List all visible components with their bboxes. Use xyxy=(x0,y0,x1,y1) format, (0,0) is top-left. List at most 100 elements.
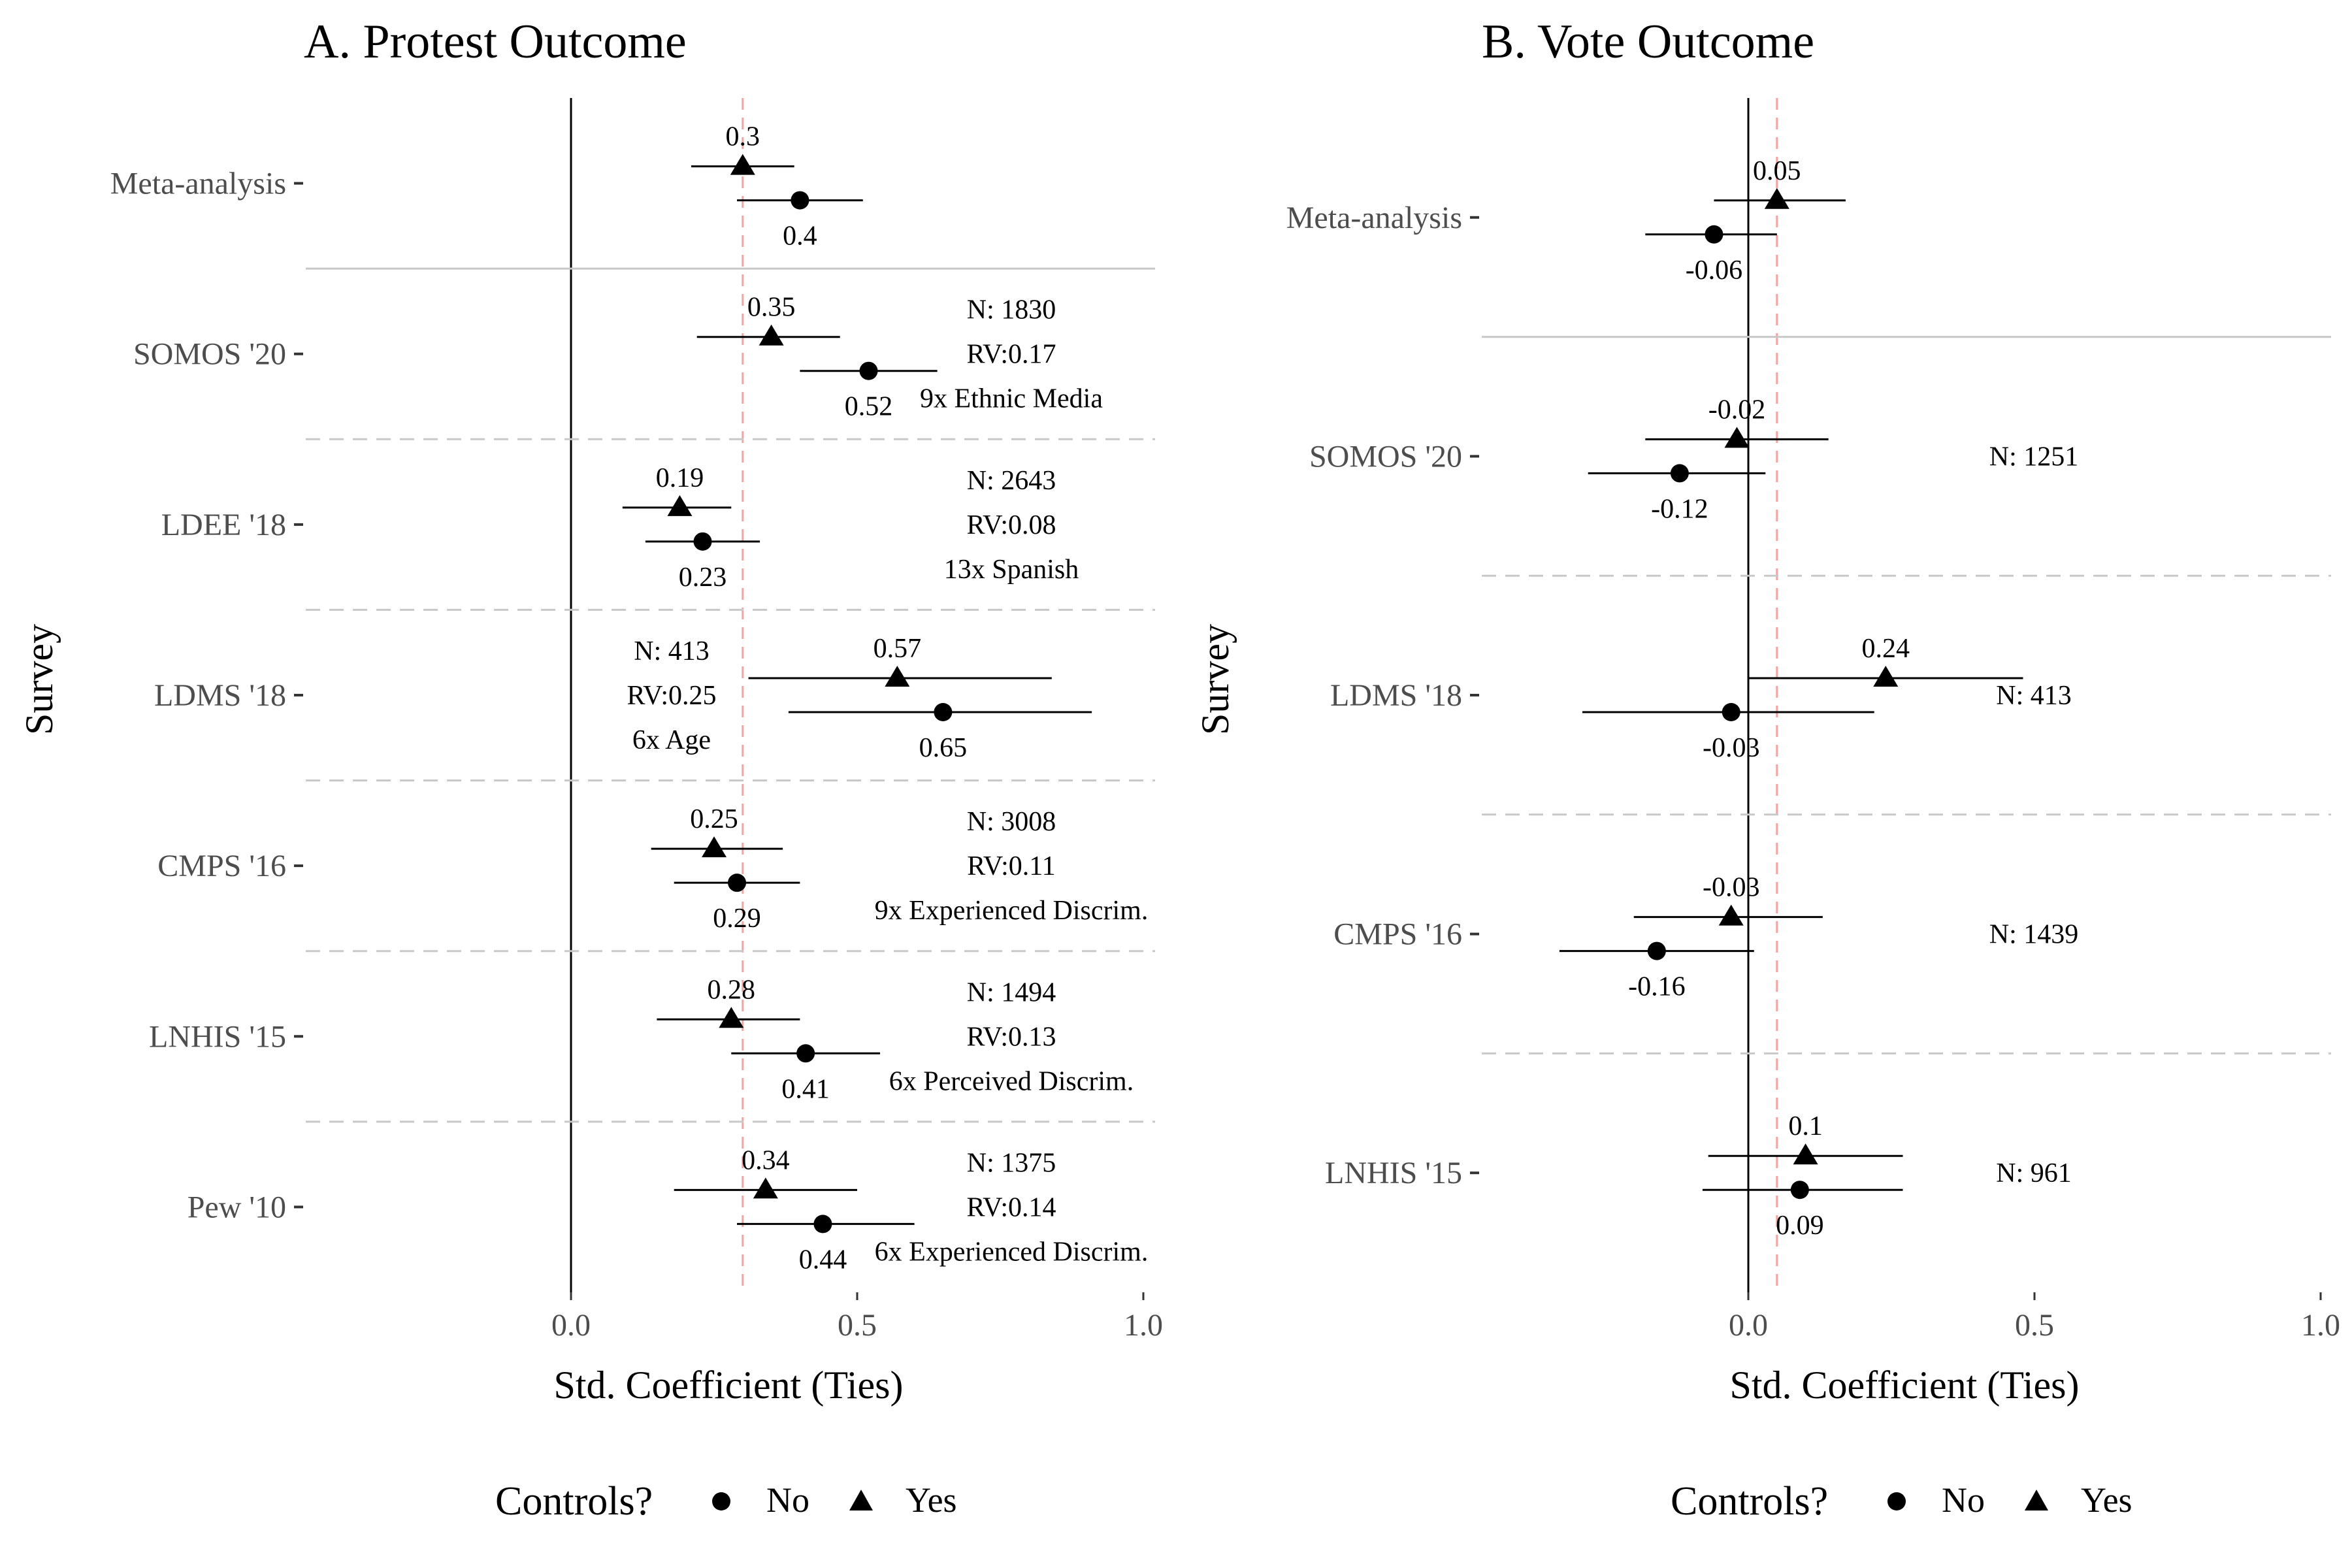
estimate-label-yes: 0.28 xyxy=(708,975,756,1005)
panel-a-title: A. Protest Outcome xyxy=(304,15,687,69)
estimate-label-no: -0.06 xyxy=(1686,255,1743,286)
point-no-circle xyxy=(859,361,878,380)
y-tick-label: Pew '10 xyxy=(188,1190,286,1224)
y-tick-label: LDMS '18 xyxy=(1330,678,1462,713)
estimate-label-no: -0.16 xyxy=(1628,972,1686,1002)
estimate-label-no: 0.09 xyxy=(1776,1211,1824,1241)
point-no-circle xyxy=(1722,703,1740,721)
legend-panel-b: Controls? No Yes xyxy=(1671,1479,2132,1524)
estimate-label-yes: -0.03 xyxy=(1703,873,1760,903)
point-no-circle xyxy=(934,703,953,721)
annotation-text: 13x Spanish xyxy=(944,555,1079,585)
estimate-label-no: 0.23 xyxy=(679,563,727,593)
legend-panel-a: Controls? No Yes xyxy=(495,1479,957,1524)
estimate-label-yes: 0.25 xyxy=(690,804,738,834)
estimate-label-yes: 0.57 xyxy=(874,634,922,664)
annotation-text: 6x Age xyxy=(632,725,711,755)
legend-label-yes: Yes xyxy=(906,1480,957,1520)
x-tick-label: 0.0 xyxy=(1729,1308,1768,1343)
estimate-label-yes: -0.02 xyxy=(1708,395,1766,425)
point-yes-triangle xyxy=(759,324,784,346)
point-no-circle xyxy=(1790,1181,1809,1200)
point-yes-triangle xyxy=(1724,427,1750,448)
legend-title: Controls? xyxy=(495,1479,653,1524)
annotation-text: RV:0.25 xyxy=(627,681,716,711)
legend-title: Controls? xyxy=(1671,1479,1828,1524)
x-tick-label: 0.5 xyxy=(2015,1308,2054,1343)
estimate-label-yes: 0.34 xyxy=(742,1145,790,1175)
estimate-label-no: 0.4 xyxy=(783,221,817,252)
point-yes-triangle xyxy=(730,154,755,175)
estimate-label-yes: 0.35 xyxy=(747,293,796,323)
y-tick-label: SOMOS '20 xyxy=(1309,439,1462,474)
annotation-text: N: 1830 xyxy=(967,295,1056,325)
point-no-circle xyxy=(796,1044,815,1063)
estimate-label-yes: 0.05 xyxy=(1753,156,1801,186)
annotation-text: RV:0.11 xyxy=(967,851,1055,881)
point-no-circle xyxy=(813,1215,832,1233)
point-yes-triangle xyxy=(1873,666,1899,687)
annotation-text: N: 1494 xyxy=(967,977,1056,1007)
panel-b-x-axis-label: Std. Coefficient (Ties) xyxy=(1730,1364,2080,1407)
panel-a-y-axis-label: Survey xyxy=(18,624,61,735)
y-tick-label: LDMS '18 xyxy=(154,678,286,713)
point-yes-triangle xyxy=(885,666,910,687)
annotation-text: 9x Experienced Discrim. xyxy=(875,896,1149,926)
point-yes-triangle xyxy=(1764,188,1789,209)
point-no-circle xyxy=(728,874,747,892)
panel-b-y-axis-label: Survey xyxy=(1194,624,1237,735)
estimate-label-no: 0.44 xyxy=(799,1245,847,1275)
annotation-text: N: 413 xyxy=(1996,681,2072,711)
legend-circle-marker xyxy=(1887,1492,1906,1511)
annotation-text: 6x Perceived Discrim. xyxy=(889,1066,1134,1096)
x-tick-label: 0.0 xyxy=(551,1308,591,1343)
point-yes-triangle xyxy=(1718,904,1744,926)
y-tick-label: Meta-analysis xyxy=(1286,201,1462,235)
point-yes-triangle xyxy=(1793,1143,1818,1165)
annotation-text: N: 413 xyxy=(634,636,710,666)
y-tick-label: CMPS '16 xyxy=(1333,917,1462,952)
annotation-text: 9x Ethnic Media xyxy=(920,384,1103,414)
panel-a-plot-area: 0.0 0.5 1.0 Meta-analysis 0.3 0.4 SOMOS '20 0.3… xyxy=(110,98,1163,1343)
x-tick-label: 1.0 xyxy=(2301,1308,2340,1343)
legend-label-no: No xyxy=(766,1480,809,1520)
annotation-text: RV:0.13 xyxy=(966,1022,1056,1052)
annotation-text: RV:0.14 xyxy=(966,1192,1056,1222)
y-tick-label: LNHIS '15 xyxy=(1325,1156,1462,1190)
panel-vote-outcome: B. Vote Outcome Survey Std. Coefficient … xyxy=(1194,15,2340,1407)
panel-b-plot-area: 0.0 0.5 1.0 Meta-analysis 0.05 -0.06 SOMOS '20… xyxy=(1286,98,2340,1343)
annotation-text: N: 1251 xyxy=(1989,442,2079,472)
y-tick-label: CMPS '16 xyxy=(157,849,286,883)
estimate-label-yes: 0.3 xyxy=(726,122,760,152)
legend-label-yes: Yes xyxy=(2081,1480,2132,1520)
legend-triangle-marker xyxy=(849,1490,873,1511)
point-yes-triangle xyxy=(702,836,727,858)
annotation-text: 6x Experienced Discrim. xyxy=(875,1237,1149,1267)
annotation-text: N: 1439 xyxy=(1989,920,2079,950)
estimate-label-no: 0.65 xyxy=(919,733,968,763)
estimate-label-no: 0.41 xyxy=(781,1074,830,1104)
estimate-label-no: -0.03 xyxy=(1703,733,1760,763)
estimate-label-no: -0.12 xyxy=(1651,494,1708,524)
estimate-label-yes: 0.24 xyxy=(1861,634,1910,664)
point-no-circle xyxy=(1647,941,1666,960)
point-yes-triangle xyxy=(753,1177,778,1199)
y-tick-label: SOMOS '20 xyxy=(133,337,286,372)
x-tick-label: 0.5 xyxy=(838,1308,877,1343)
panel-a-x-axis-label: Std. Coefficient (Ties) xyxy=(554,1364,904,1407)
legend-label-no: No xyxy=(1942,1480,1985,1520)
annotation-text: N: 1375 xyxy=(967,1148,1056,1178)
estimate-label-no: 0.29 xyxy=(713,904,761,934)
panel-protest-outcome: A. Protest Outcome Survey Std. Coefficie… xyxy=(18,15,1163,1407)
estimate-label-yes: 0.19 xyxy=(656,463,704,493)
annotation-text: N: 961 xyxy=(1996,1158,2072,1188)
point-no-circle xyxy=(791,191,809,210)
estimate-label-yes: 0.1 xyxy=(1788,1111,1823,1141)
panel-b-title: B. Vote Outcome xyxy=(1482,15,1814,69)
annotation-text: N: 3008 xyxy=(967,807,1056,837)
point-no-circle xyxy=(1705,225,1723,244)
point-yes-triangle xyxy=(667,495,693,516)
point-yes-triangle xyxy=(719,1007,744,1028)
point-no-circle xyxy=(693,532,712,551)
